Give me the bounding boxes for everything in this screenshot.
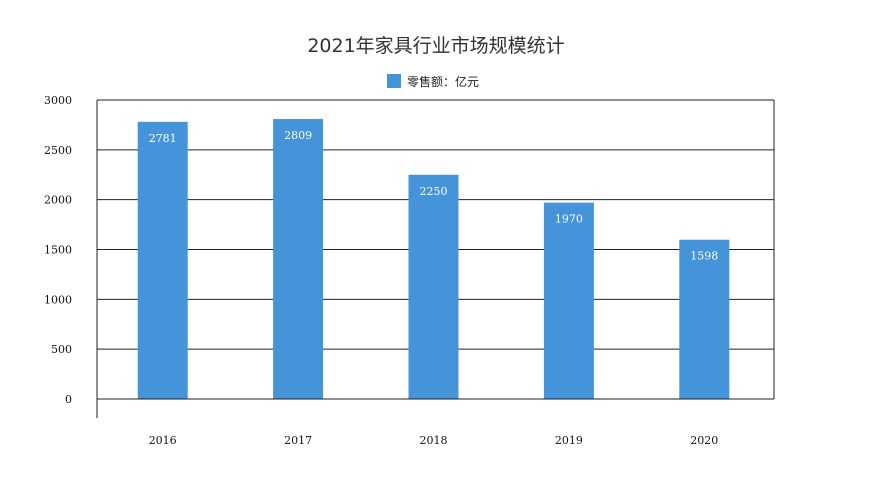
- data-label: 2250: [420, 185, 448, 198]
- legend: 零售额：亿元: [387, 74, 479, 89]
- legend-swatch: [387, 74, 401, 88]
- y-tick-label: 1500: [44, 244, 72, 257]
- x-tick-label: 2016: [149, 434, 177, 447]
- x-tick-label: 2017: [284, 434, 312, 447]
- axes: [96, 100, 775, 418]
- chart-title: 2021年家具行业市场规模统计: [307, 35, 564, 57]
- y-tick-label: 500: [51, 343, 72, 356]
- y-tick-label: 3000: [44, 94, 72, 107]
- data-label: 2809: [284, 129, 312, 142]
- bar: [273, 119, 324, 400]
- y-tick-label: 2500: [44, 144, 72, 157]
- legend-label: 零售额：亿元: [407, 74, 479, 89]
- data-label: 2781: [149, 132, 177, 145]
- x-tick-label: 2019: [555, 434, 583, 447]
- bars: [137, 119, 730, 400]
- y-tick-label: 2000: [44, 194, 72, 207]
- x-tick-label: 2020: [690, 434, 718, 447]
- bar: [679, 239, 730, 399]
- data-labels: 2781 2809 2250 1970 1598: [149, 129, 719, 263]
- bar: [137, 121, 188, 400]
- bar: [408, 174, 459, 399]
- y-tick-label: 0: [65, 393, 72, 406]
- data-label: 1970: [555, 213, 583, 226]
- y-tick-labels: 0 500 1000 1500 2000 2500 3000: [44, 94, 72, 406]
- data-label: 1598: [690, 250, 718, 263]
- x-tick-label: 2018: [420, 434, 448, 447]
- y-tick-label: 1000: [44, 293, 72, 306]
- bar: [543, 202, 594, 399]
- x-tick-labels: 2016 2017 2018 2019 2020: [149, 434, 719, 447]
